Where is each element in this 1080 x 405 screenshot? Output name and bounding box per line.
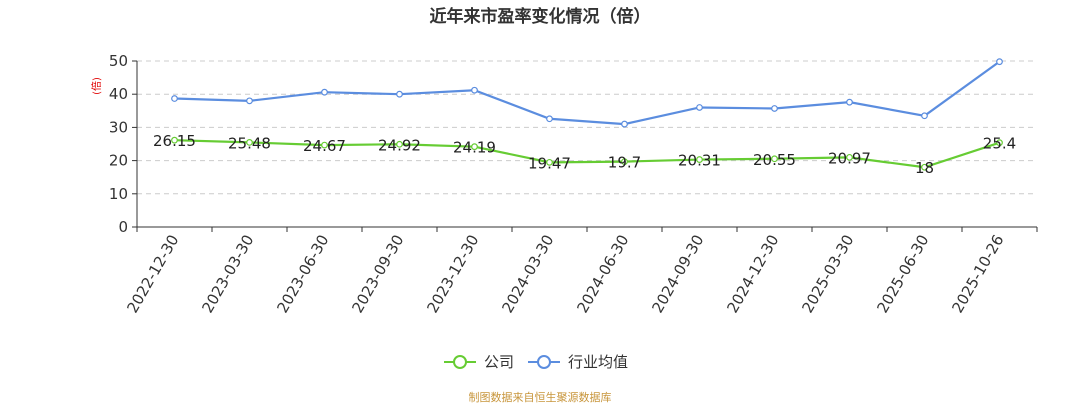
data-point [771,105,778,112]
x-tick-label: 2025-10-26 [948,232,1007,317]
data-point [321,88,328,96]
data-point [246,97,253,105]
data-point [471,143,478,151]
legend-marker-icon [453,355,467,369]
data-label: 20.97 [828,149,871,167]
x-tick-label: 2023-03-30 [198,232,257,317]
series-line-行业均值 [174,60,1001,126]
x-tick-label: 2023-12-30 [423,232,482,317]
series-line-公司 [174,139,1000,169]
data-point [621,158,628,165]
y-tick-label: 50 [109,52,128,70]
data-point [546,115,553,123]
data-label: 24.92 [378,136,421,154]
data-label: 24.19 [453,139,496,157]
chart-title: 近年来市盈率变化情况（倍） [430,6,651,27]
x-tick-label: 2024-12-30 [723,232,782,317]
y-tick-label: 40 [109,85,128,103]
x-tick-label: 2024-06-30 [573,232,632,317]
data-label: 19.7 [608,154,641,172]
data-point [171,95,178,102]
data-point [321,141,328,149]
x-tick-label: 2025-03-30 [798,232,857,317]
series-lines [171,58,1003,171]
data-point [696,104,703,111]
x-tick-label: 2025-06-30 [873,232,932,317]
data-point [621,120,628,128]
data-point [471,86,478,94]
data-point [696,156,703,163]
legend-item[interactable]: 行业均值 [528,353,628,371]
x-tick-label: 2024-09-30 [648,232,707,317]
data-point [546,158,553,166]
x-tick-label: 2023-09-30 [348,232,407,317]
y-tick-label: 20 [109,152,128,170]
data-point [921,112,928,120]
legend-item[interactable]: 公司 [444,353,514,371]
data-label: 25.48 [228,134,271,152]
data-label: 26.15 [153,132,196,150]
x-tick-label: 2022-12-30 [123,232,182,317]
data-point [846,98,853,106]
grid-lines [137,60,1037,195]
data-point [771,155,778,163]
data-label: 18 [915,159,934,177]
data-point [396,140,403,148]
y-tick-label: 30 [109,118,128,136]
y-axis-ticks: 0 10 20 30 40 50 [109,52,138,236]
y-tick-label: 10 [109,185,128,203]
data-point [246,139,253,146]
legend[interactable]: 公司 行业均值 [444,353,628,371]
data-label: 20.55 [753,151,796,169]
data-label: 25.4 [983,135,1016,153]
x-tick-label: 2024-03-30 [498,232,557,317]
y-axis-label: (倍) [90,77,103,95]
data-label: 24.67 [303,137,346,155]
x-tick-label: 2023-06-30 [273,232,332,317]
legend-label: 行业均值 [568,353,628,371]
data-point [396,90,403,98]
y-tick-label: 0 [118,218,128,236]
legend-label: 公司 [484,353,514,371]
data-point [996,58,1003,66]
data-labels: 26.15 25.48 24.67 24.92 24.19 19.47 19.7 20.31 2… [153,132,1016,177]
data-point [846,153,853,161]
legend-marker-icon [537,355,551,369]
data-label: 20.31 [678,152,721,170]
data-point [921,163,928,171]
data-point [996,139,1003,147]
x-axis: 2022-12-30 2023-03-30 2023-06-30 2023-09-30… [123,226,1038,317]
data-label: 19.47 [528,154,571,172]
source-note: 制图数据来自恒生聚源数据库 [469,390,612,404]
data-point [171,136,178,144]
